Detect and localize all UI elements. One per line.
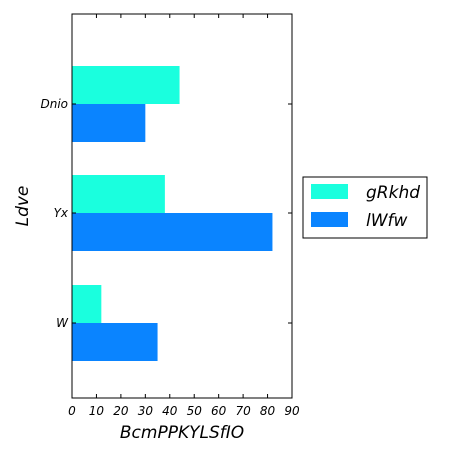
bar-lWfw-Yx: [72, 213, 273, 251]
legend-swatch-lWfw: [311, 212, 348, 227]
y-tick-label-W: W: [56, 316, 69, 330]
x-tick-label: 50: [187, 404, 203, 418]
bar-lWfw-W: [72, 323, 158, 361]
plot-frame: [71, 13, 293, 399]
ticks-layer: 0 10 20 30 40 50 60 70 80 90 W Yx Dnio: [40, 14, 300, 418]
y-tick-label-Yx: Yx: [54, 206, 69, 220]
x-tick-label: 10: [89, 404, 105, 418]
bar-gRkhd-Yx: [72, 175, 165, 213]
x-tick-label: 20: [113, 404, 129, 418]
legend-label-gRkhd: gRkhd: [366, 183, 420, 203]
x-tick-label: 70: [235, 404, 251, 418]
x-tick-label: 90: [284, 404, 300, 418]
legend: gRkhd lWfw: [302, 176, 428, 239]
bars-layer: [72, 66, 273, 361]
y-tick-label-Dnio: Dnio: [40, 97, 68, 111]
x-tick-label: 80: [260, 404, 276, 418]
x-tick-label: 0: [68, 404, 76, 418]
y-axis-label: Ldve: [13, 186, 33, 227]
x-tick-label: 30: [138, 404, 154, 418]
x-tick-label: 40: [162, 404, 178, 418]
bar-gRkhd-Dnio: [72, 66, 180, 104]
x-tick-label: 60: [211, 404, 227, 418]
bar-gRkhd-W: [72, 285, 102, 323]
x-axis-label: BcmPPKYLSfIO: [120, 423, 244, 443]
bar-lWfw-Dnio: [72, 104, 146, 142]
legend-swatch-gRkhd: [311, 184, 348, 199]
legend-label-lWfw: lWfw: [366, 211, 408, 231]
